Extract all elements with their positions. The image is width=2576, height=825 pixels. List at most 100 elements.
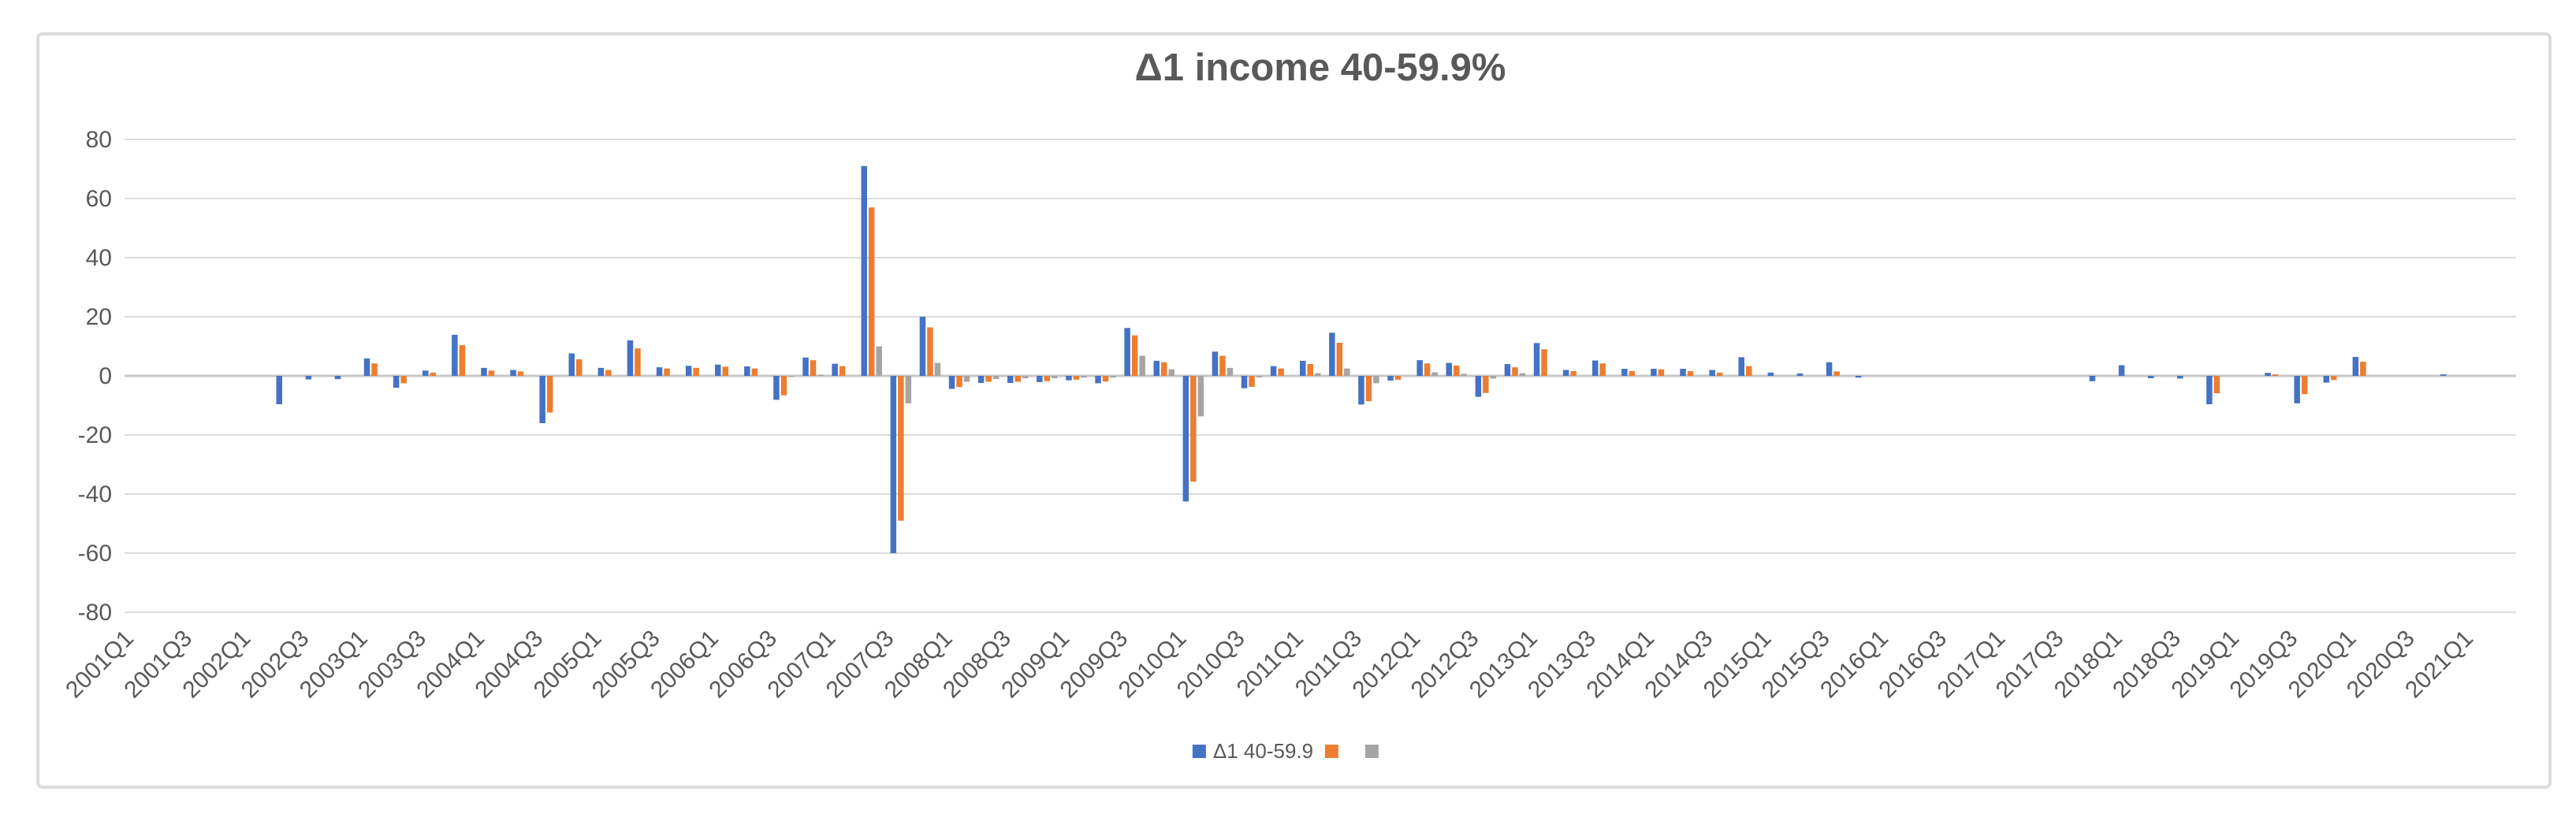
bar [2301, 376, 2308, 395]
y-tick-label: 60 [86, 186, 112, 212]
bar [934, 362, 941, 376]
bar [568, 353, 575, 376]
bar [1461, 373, 1467, 376]
legend-label: Δ1 40-59.9 [1212, 739, 1314, 763]
bar [1629, 371, 1636, 376]
bar [1190, 376, 1197, 482]
bar [715, 364, 721, 376]
bar [1270, 366, 1277, 376]
bar [1541, 349, 1547, 376]
bar [2089, 376, 2096, 381]
bar [488, 370, 495, 376]
bar [1387, 376, 1394, 381]
y-tick-label: -80 [78, 600, 112, 626]
bar [963, 376, 970, 382]
legend-swatch [1192, 745, 1206, 758]
bar [869, 207, 875, 376]
bar [539, 376, 545, 423]
bar [400, 376, 407, 384]
bar [2118, 365, 2125, 376]
bar [1738, 357, 1744, 376]
bar [1826, 362, 1833, 376]
bar [1373, 376, 1379, 384]
y-tick-label: 0 [99, 363, 112, 389]
bar [1300, 360, 1306, 376]
bar [839, 366, 846, 376]
bar [1483, 376, 1489, 393]
bar [1431, 372, 1438, 376]
bar [985, 376, 992, 382]
bar [1044, 376, 1051, 381]
bar [1110, 376, 1116, 378]
bar [1709, 370, 1715, 376]
legend-swatch [1365, 745, 1379, 758]
legend: Δ1 40-59.9 [1192, 739, 1405, 764]
bar [635, 348, 641, 376]
bar [685, 366, 692, 376]
bar [546, 376, 553, 413]
bar [627, 340, 634, 376]
bar [1124, 328, 1130, 376]
bar [1358, 376, 1364, 405]
bar [605, 370, 612, 376]
bar [1168, 369, 1174, 376]
bar [905, 376, 912, 403]
legend-item [1365, 745, 1394, 758]
bar [919, 317, 926, 376]
chart-title: Δ1 income 40-59.9% [1134, 46, 1506, 89]
bar [1344, 368, 1350, 376]
bar [1182, 376, 1189, 502]
bar [956, 376, 962, 388]
bar [1746, 366, 1752, 376]
bar [876, 346, 882, 376]
bar [1855, 376, 1862, 378]
bar [751, 368, 758, 376]
bar [773, 376, 780, 400]
bar [2206, 376, 2213, 404]
bar [2213, 376, 2220, 394]
bar [693, 367, 699, 376]
bar [948, 376, 955, 389]
bar [517, 371, 524, 376]
legend-item [1325, 745, 1353, 758]
bar [1131, 335, 1138, 376]
bar [1241, 376, 1248, 388]
bar [1570, 371, 1576, 376]
bar [817, 374, 824, 376]
bar [2272, 374, 2279, 376]
bar [1394, 376, 1402, 380]
bar [2265, 373, 2271, 376]
bar [1022, 376, 1029, 378]
bar [1519, 373, 1526, 376]
bar [2360, 362, 2366, 376]
bar [788, 376, 795, 377]
bar [1095, 376, 1101, 384]
bar [1424, 363, 1431, 376]
bar [1687, 371, 1694, 376]
bar [1833, 371, 1840, 376]
y-tick-label: -60 [78, 541, 112, 567]
bar [802, 357, 809, 376]
bar [452, 334, 458, 376]
bar [1212, 351, 1219, 376]
bar [334, 376, 341, 380]
bar [1796, 373, 1804, 376]
y-tick-label: 40 [86, 245, 112, 271]
bar [576, 359, 583, 376]
bar [1490, 376, 1497, 379]
bar [1197, 376, 1204, 417]
bar [1161, 362, 1167, 376]
bar [1329, 333, 1335, 376]
bar [1278, 368, 1284, 376]
y-tick-label: -20 [78, 422, 112, 448]
bar [459, 345, 466, 376]
bar [927, 327, 933, 376]
chart-frame [36, 32, 2552, 789]
legend-item: Δ1 40-59.9 [1192, 739, 1314, 764]
bar [1256, 376, 1263, 377]
y-tick-label: -40 [78, 481, 112, 507]
bar [1680, 369, 1686, 376]
bar [780, 376, 787, 396]
bar [2177, 376, 2183, 379]
